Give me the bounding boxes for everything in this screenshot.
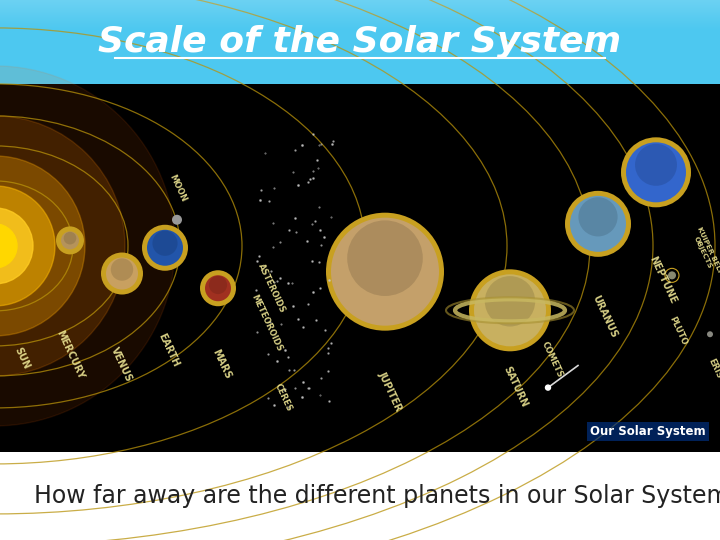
Bar — [0, 18, 720, 19]
Circle shape — [63, 232, 76, 245]
Bar — [0, 19, 720, 20]
Circle shape — [326, 213, 444, 330]
Bar — [0, 9, 720, 10]
Text: PLUTO: PLUTO — [667, 315, 688, 346]
Bar — [0, 24, 720, 25]
Bar — [0, 13, 720, 14]
Bar — [0, 15, 720, 16]
Text: MERCURY: MERCURY — [54, 328, 86, 381]
Text: ERIS: ERIS — [706, 356, 720, 380]
Bar — [0, 17, 720, 18]
Text: JUPITER: JUPITER — [377, 370, 404, 413]
Circle shape — [200, 270, 236, 306]
Text: URANUS: URANUS — [590, 294, 619, 340]
Circle shape — [147, 230, 183, 266]
Circle shape — [707, 331, 713, 338]
Circle shape — [546, 385, 551, 390]
Bar — [0, 84, 720, 452]
Circle shape — [0, 116, 125, 376]
Circle shape — [0, 156, 85, 336]
Bar — [0, 12, 720, 13]
Bar — [0, 2, 720, 3]
Circle shape — [61, 232, 79, 249]
Text: ASTEROIDS: ASTEROIDS — [256, 262, 287, 314]
Circle shape — [331, 218, 439, 326]
Circle shape — [111, 258, 133, 281]
Bar — [0, 22, 720, 23]
Bar — [0, 6, 720, 7]
Text: Our Solar System: Our Solar System — [590, 425, 706, 438]
Text: CERES: CERES — [273, 382, 293, 413]
Circle shape — [668, 272, 676, 279]
Circle shape — [101, 253, 143, 294]
Bar — [0, 5, 720, 6]
Bar — [0, 27, 720, 28]
Bar — [0, 16, 720, 17]
Bar — [0, 8, 720, 9]
Bar — [0, 1, 720, 2]
Text: How far away are the different planets in our Solar System?: How far away are the different planets i… — [34, 484, 720, 508]
Circle shape — [0, 66, 175, 426]
Circle shape — [626, 143, 686, 202]
Circle shape — [0, 208, 33, 284]
Circle shape — [153, 231, 178, 256]
Bar — [0, 28, 720, 29]
Bar — [0, 0, 720, 1]
Circle shape — [209, 276, 227, 294]
Bar — [0, 23, 720, 24]
Text: METEOROIDS: METEOROIDS — [250, 293, 284, 353]
Circle shape — [469, 269, 551, 352]
Circle shape — [106, 258, 138, 289]
Circle shape — [565, 191, 631, 257]
Circle shape — [172, 215, 182, 225]
Circle shape — [578, 197, 618, 237]
Text: SATURN: SATURN — [501, 364, 529, 409]
Bar — [0, 20, 720, 21]
Text: MARS: MARS — [211, 348, 233, 381]
Circle shape — [485, 276, 535, 327]
Circle shape — [621, 137, 691, 207]
Bar — [0, 11, 720, 12]
Circle shape — [0, 224, 17, 268]
Circle shape — [142, 225, 188, 271]
Bar — [0, 25, 720, 26]
Bar — [0, 3, 720, 4]
Text: VENUS: VENUS — [109, 346, 135, 383]
Circle shape — [474, 274, 546, 346]
Text: Scale of the Solar System: Scale of the Solar System — [99, 25, 621, 59]
Bar — [0, 21, 720, 22]
Circle shape — [205, 275, 231, 301]
Text: NEPTUNE: NEPTUNE — [647, 254, 678, 305]
Text: COMETS: COMETS — [540, 341, 564, 380]
Bar — [0, 14, 720, 15]
Circle shape — [0, 186, 55, 306]
Bar — [0, 4, 720, 5]
Circle shape — [635, 144, 677, 186]
Text: MOON: MOON — [168, 173, 188, 203]
Bar — [0, 7, 720, 8]
Text: KUIPER BELT
OBJECTS: KUIPER BELT OBJECTS — [690, 226, 720, 277]
Bar — [0, 26, 720, 27]
Text: SUN: SUN — [12, 346, 32, 371]
Circle shape — [347, 220, 423, 296]
Circle shape — [56, 226, 84, 254]
Text: EARTH: EARTH — [156, 331, 180, 368]
Circle shape — [570, 196, 626, 252]
Bar — [0, 10, 720, 11]
Bar — [0, 0, 720, 84]
